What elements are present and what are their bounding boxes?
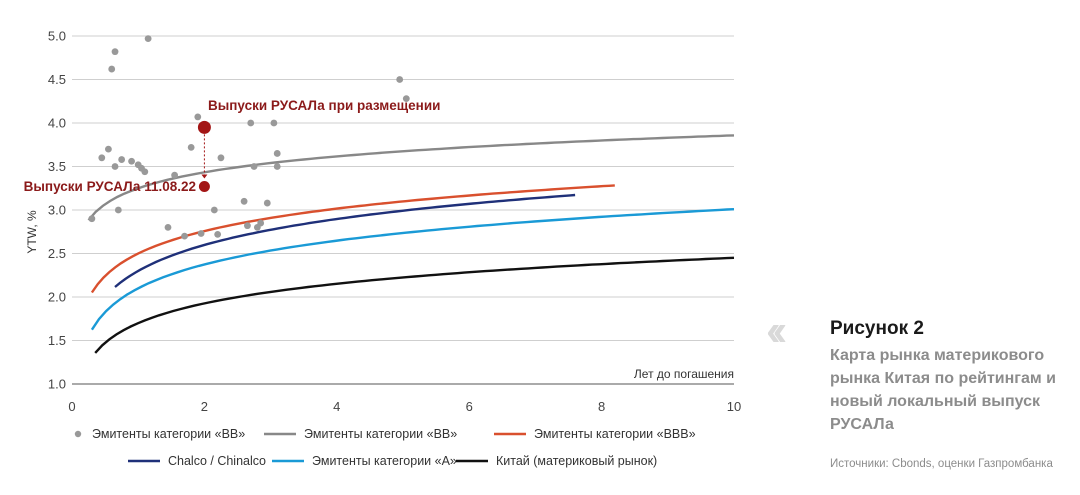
scatter-point xyxy=(194,113,202,121)
scatter-point xyxy=(250,163,258,170)
y-tick-label: 4.0 xyxy=(48,116,66,131)
y-tick-label: 2.5 xyxy=(48,246,66,261)
scatter-point xyxy=(111,163,119,170)
arrow-down-icon xyxy=(201,174,208,179)
scatter-point xyxy=(98,154,106,162)
legend: Эмитенты категории «BB» Эмитенты категори… xyxy=(74,427,696,468)
scatter-point xyxy=(247,119,255,127)
scatter-point xyxy=(270,119,278,127)
figure-description: Карта рынка материкового рынка Китая по … xyxy=(830,347,1056,433)
scatter-point xyxy=(257,219,265,227)
scatter-point xyxy=(144,35,152,43)
y-tick-label: 3.0 xyxy=(48,203,66,218)
annotations: Выпуски РУСАЛа при размещении Выпуски РУС… xyxy=(24,98,441,194)
scatter-point xyxy=(171,171,179,179)
series-line xyxy=(94,256,735,354)
scatter-point xyxy=(273,163,281,170)
series-lines xyxy=(87,134,735,354)
legend-label: Эмитенты категории «A» xyxy=(312,454,457,468)
scatter-point xyxy=(141,168,149,176)
chevron-left-icon: ‹‹ xyxy=(766,306,788,355)
y-axis: 1.0 1.5 2.0 2.5 3.0 3.5 4.0 4.5 5.0 xyxy=(48,29,66,392)
legend-label: Эмитенты категории «BB» xyxy=(92,427,245,441)
legend-label: Эмитенты категории «BB» xyxy=(304,427,457,441)
scatter-point xyxy=(118,156,126,163)
scatter-points xyxy=(88,35,410,240)
figure-title: Рисунок 2 xyxy=(830,318,924,339)
legend-label: Эмитенты категории «BBB» xyxy=(534,427,696,441)
scatter-point xyxy=(128,157,135,165)
annotation-point xyxy=(198,181,210,193)
series-line xyxy=(114,193,576,288)
legend-marker xyxy=(74,430,82,438)
scatter-point xyxy=(111,48,119,56)
scatter-point xyxy=(181,232,188,240)
scatter-point xyxy=(88,215,96,223)
x-tick-label: 2 xyxy=(201,399,208,414)
scatter-point xyxy=(402,95,410,103)
scatter-point xyxy=(217,154,225,162)
x-tick-label: 8 xyxy=(598,399,605,414)
scatter-point xyxy=(214,230,222,238)
series-line xyxy=(90,208,735,331)
scatter-point xyxy=(114,206,122,214)
scatter-point xyxy=(396,76,404,83)
y-tick-label: 2.0 xyxy=(48,290,66,305)
legend-label: Китай (материковый рынок) xyxy=(496,454,657,468)
scatter-point xyxy=(197,230,205,237)
scatter-point xyxy=(187,143,195,151)
figure-source: Источники: Cbonds, оценки Газпромбанка xyxy=(830,458,1053,470)
series-line xyxy=(90,184,615,294)
x-tick-label: 4 xyxy=(333,399,340,414)
scatter-point xyxy=(164,224,172,231)
scatter-point xyxy=(240,197,248,205)
annotation-point xyxy=(197,120,211,134)
x-tick-label: 0 xyxy=(68,399,75,414)
y-tick-label: 5.0 xyxy=(48,29,66,44)
y-tick-label: 3.5 xyxy=(48,159,66,174)
y-tick-label: 4.5 xyxy=(48,72,66,87)
x-axis: 0 2 4 6 8 10 xyxy=(68,399,741,414)
legend-label: Chalco / Chinalco xyxy=(168,454,266,468)
series-line xyxy=(87,134,735,221)
y-tick-label: 1.5 xyxy=(48,333,66,348)
scatter-point xyxy=(263,199,271,207)
scatter-point xyxy=(210,206,218,214)
scatter-point xyxy=(108,65,116,73)
x-tick-label: 6 xyxy=(466,399,473,414)
x-axis-label: Лет до погашения xyxy=(634,367,734,381)
y-tick-label: 1.0 xyxy=(48,377,66,392)
scatter-point xyxy=(105,145,112,153)
y-axis-label: YTW, % xyxy=(25,210,39,254)
x-tick-label: 10 xyxy=(727,399,741,414)
scatter-point xyxy=(273,150,281,157)
annotation-label: Выпуски РУСАЛа 11.08.22 xyxy=(24,179,196,194)
scatter-point xyxy=(244,222,251,230)
annotation-label: Выпуски РУСАЛа при размещении xyxy=(208,98,440,113)
